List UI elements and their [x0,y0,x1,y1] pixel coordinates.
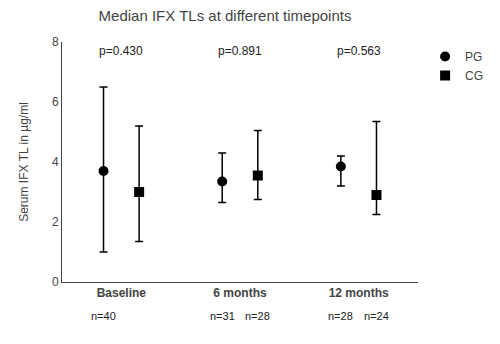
svg-text:n=28: n=28 [328,310,353,322]
svg-text:Median IFX TLs at different ti: Median IFX TLs at different timepoints [99,7,352,24]
svg-text:4: 4 [52,155,59,169]
svg-text:p=0.430: p=0.430 [99,44,143,58]
svg-text:6: 6 [52,95,59,109]
svg-text:12 months: 12 months [329,286,389,300]
svg-text:6 months: 6 months [213,286,267,300]
svg-text:p=0.563: p=0.563 [337,44,381,58]
svg-text:PG: PG [465,50,482,64]
svg-text:2: 2 [52,215,59,229]
svg-text:n=31: n=31 [210,310,235,322]
svg-text:8: 8 [52,35,59,49]
svg-text:n=40: n=40 [91,310,116,322]
svg-text:0: 0 [52,275,59,289]
svg-text:n=28: n=28 [245,310,270,322]
svg-text:CG: CG [465,69,483,83]
svg-text:p=0.891: p=0.891 [218,44,262,58]
svg-text:Serum IFX TL in µg/ml: Serum IFX TL in µg/ml [17,102,31,222]
svg-text:n=24: n=24 [364,310,389,322]
svg-text:Baseline: Baseline [97,286,147,300]
